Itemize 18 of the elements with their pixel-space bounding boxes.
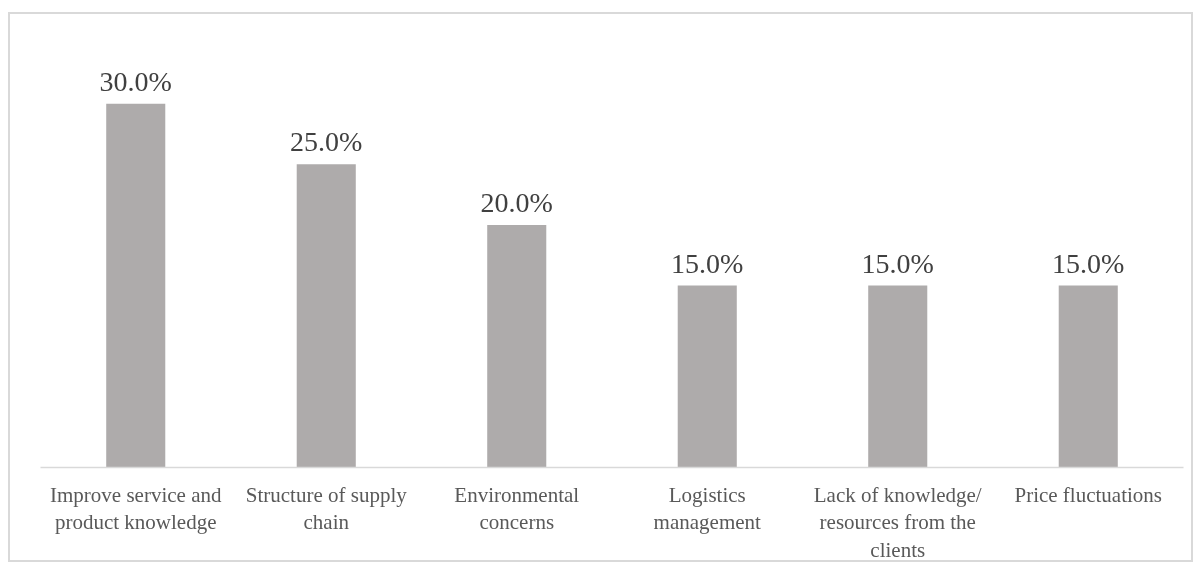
x-tick-label: Environmental concerns xyxy=(454,482,580,535)
bar xyxy=(296,164,356,468)
data-label: 15.0% xyxy=(671,247,744,279)
x-tick-label: Lack of knowledge/ resources from the clients xyxy=(813,482,982,562)
bar xyxy=(106,103,166,468)
bar xyxy=(868,285,928,468)
bar xyxy=(677,285,737,468)
bar xyxy=(487,224,547,468)
data-label: 25.0% xyxy=(290,126,363,158)
x-tick-label: Logistics management xyxy=(653,482,762,535)
bar xyxy=(1058,285,1118,468)
x-tick-label: Structure of supply chain xyxy=(245,482,408,535)
data-label: 15.0% xyxy=(1052,247,1125,279)
x-tick-label: Price fluctuations xyxy=(1014,482,1163,507)
data-label: 20.0% xyxy=(480,186,553,218)
data-label: 30.0% xyxy=(99,65,172,97)
x-tick-label: Improve service and product knowledge xyxy=(50,482,222,535)
data-label: 15.0% xyxy=(861,247,934,279)
